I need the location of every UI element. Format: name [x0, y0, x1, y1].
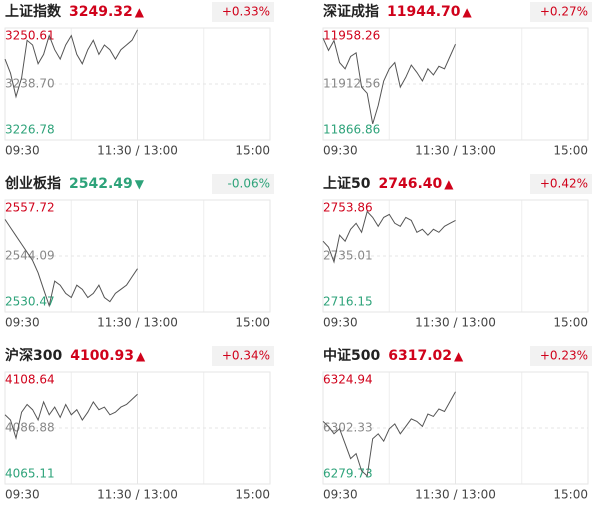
y-tick-label: 2530.47: [5, 295, 55, 309]
arrow: ▲: [444, 177, 454, 191]
arrow: ▲: [136, 349, 146, 363]
y-tick-label: 2753.86: [323, 201, 373, 215]
index-name: 深证成指: [323, 3, 379, 20]
y-tick-label: 3238.70: [5, 76, 55, 90]
chart-panel: 沪深300 4100.93 ▲ +0.34%4108.644086.884065.11…: [4, 346, 274, 502]
x-tick-label: 15:00: [553, 488, 588, 502]
x-tick-label: 11:30 / 13:00: [97, 144, 178, 158]
y-tick-label: 11866.86: [323, 123, 380, 137]
x-tick-label: 15:00: [235, 488, 270, 502]
price: 3249.32: [69, 4, 133, 20]
x-tick-label: 11:30 / 13:00: [415, 144, 496, 158]
header: 沪深300 4100.93 ▲: [5, 347, 146, 364]
y-tick-label: 6324.94: [323, 373, 373, 387]
arrow: ▲: [135, 5, 145, 19]
y-tick-label: 6302.33: [323, 421, 373, 435]
chart-panel: 中证500 6317.02 ▲ +0.23% 6324.94 6302.33 6279.73…: [322, 346, 592, 502]
change: +0.27%: [540, 5, 588, 19]
price-line: [322, 391, 456, 477]
x-tick-label: 09:30: [323, 144, 358, 158]
header: 上证50 2746.40 ▲: [323, 176, 454, 192]
header: 上证指数 3249.32 ▲: [5, 3, 145, 20]
header: 创业板指 2542.49 ▼: [4, 175, 145, 192]
change: +0.23%: [540, 349, 588, 363]
chart-panel: 创业板指 2542.49 ▼ -0.06%2557.722544.092530.470…: [4, 174, 274, 330]
chart-panel: 上证指数 3249.32 ▲ +0.33% 3250.61 3238.70 3226.78 0…: [4, 2, 274, 158]
change: +0.33%: [222, 5, 270, 19]
arrow: ▲: [454, 349, 464, 363]
price: 4100.93: [70, 348, 134, 364]
change: -0.06%: [228, 177, 270, 191]
change-box: [530, 346, 592, 366]
x-tick-label: 15:00: [235, 144, 270, 158]
index-name: 上证指数: [5, 3, 62, 20]
x-tick-label: 09:30: [323, 316, 358, 330]
x-tick-label: 15:00: [235, 316, 270, 330]
x-tick-label: 15:00: [553, 316, 588, 330]
change-box: [212, 2, 274, 22]
index-name: 中证500: [323, 347, 380, 364]
y-tick-label: 3250.61: [5, 29, 55, 43]
change-box: [530, 174, 592, 194]
index-name: 上证50: [323, 176, 371, 192]
x-tick-label: 09:30: [323, 488, 358, 502]
x-tick-label: 11:30 / 13:00: [415, 488, 496, 502]
price-line: [4, 219, 138, 308]
y-tick-label: 11958.26: [323, 29, 380, 43]
header: 中证500 6317.02 ▲: [323, 347, 464, 364]
x-tick-label: 11:30 / 13:00: [97, 488, 178, 502]
y-tick-label: 6279.73: [323, 467, 373, 481]
price-line: [4, 29, 138, 99]
price: 6317.02: [388, 348, 452, 364]
y-tick-label: 2557.72: [5, 201, 55, 215]
change-box: [212, 174, 274, 194]
y-tick-label: 3226.78: [5, 123, 55, 137]
chart-panel: 上证50 2746.40 ▲ +0.42% 2753.86 2735.01 2716.15 0…: [322, 174, 592, 330]
header: 深证成指 11944.70 ▲: [323, 3, 473, 20]
index-name: 创业板指: [4, 175, 61, 192]
arrow: ▲: [463, 5, 473, 19]
y-tick-label: 2735.01: [323, 248, 373, 262]
price: 11944.70: [387, 4, 461, 20]
x-tick-label: 15:00: [553, 144, 588, 158]
y-tick-label: 11912.56: [323, 77, 380, 91]
price-line: [322, 37, 456, 125]
arrow: ▼: [135, 177, 145, 191]
y-tick-label: 2716.15: [323, 295, 373, 309]
price: 2542.49: [69, 176, 133, 192]
x-tick-label: 09:30: [5, 144, 40, 158]
change-box: [530, 2, 592, 22]
y-tick-label: 4065.11: [5, 467, 55, 481]
x-tick-label: 11:30 / 13:00: [415, 316, 496, 330]
price-line: [322, 210, 456, 264]
change-box: [212, 346, 274, 366]
change: +0.34%: [222, 349, 270, 363]
x-tick-label: 09:30: [5, 316, 40, 330]
price: 2746.40: [378, 176, 442, 192]
index-name: 沪深300: [5, 347, 62, 364]
price-line: [4, 393, 138, 440]
chart-panel: 深证成指 11944.70 ▲ +0.27% 11958.26 11912.56 11866…: [322, 2, 592, 158]
x-tick-label: 11:30 / 13:00: [97, 316, 178, 330]
change: +0.42%: [540, 177, 588, 191]
x-tick-label: 09:30: [5, 488, 40, 502]
y-tick-label: 4108.64: [5, 373, 55, 387]
